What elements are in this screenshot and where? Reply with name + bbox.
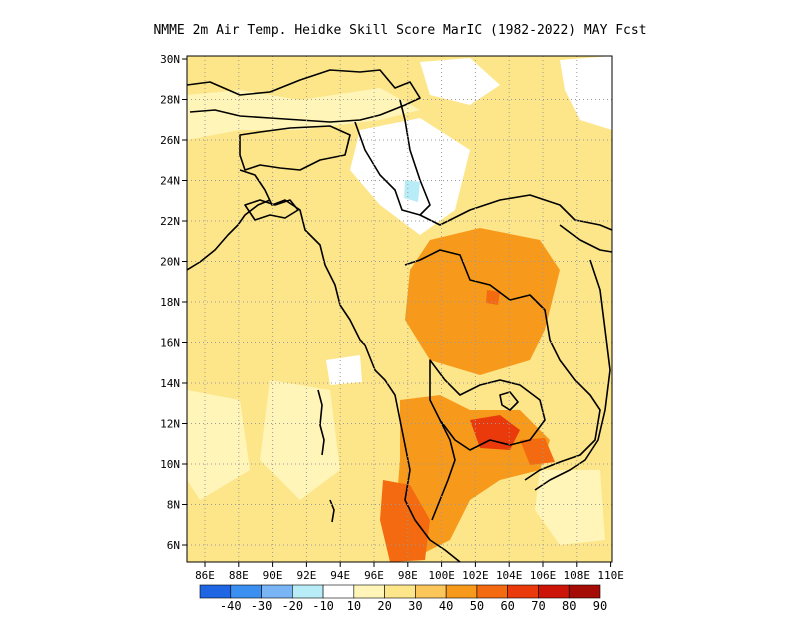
skill-patch-andaman-sea xyxy=(380,480,430,562)
lon-label: 92E xyxy=(296,569,316,582)
skill-patch-bay-south xyxy=(260,380,340,500)
vietnam-north-coast xyxy=(559,224,612,253)
skill-patch-south-china-sea xyxy=(535,470,605,545)
northeast-india-border xyxy=(239,125,351,171)
lat-label: 12N xyxy=(160,418,180,431)
colorbar-swatch xyxy=(384,584,416,599)
lat-label: 30N xyxy=(160,53,180,66)
skill-field xyxy=(187,56,612,562)
skill-patch-neutral-tibet xyxy=(420,58,500,105)
lon-label: 110E xyxy=(597,569,624,582)
lat-label: 22N xyxy=(160,215,180,228)
lon-label: 104E xyxy=(496,569,523,582)
lon-label: 88E xyxy=(229,569,249,582)
colorbar-swatch xyxy=(476,584,508,599)
colorbar-label: 30 xyxy=(408,599,422,613)
lat-label: 10N xyxy=(160,458,180,471)
colorbar-label: 50 xyxy=(470,599,484,613)
lon-label: 100E xyxy=(428,569,455,582)
myanmar-thai-west-coast xyxy=(364,344,461,562)
longitude-labels: 86E 88E 90E 92E 94E 96E 98E 100E 102E 104E 106E 108… xyxy=(195,569,624,582)
colorbar-swatch xyxy=(415,584,447,599)
lon-label: 94E xyxy=(330,569,350,582)
lon-label: 98E xyxy=(398,569,418,582)
colorbar-swatch xyxy=(322,584,355,599)
lat-label: 24N xyxy=(160,175,180,188)
colorbar-swatch xyxy=(261,584,293,599)
colorbar-label: -30 xyxy=(251,599,273,613)
skill-patch-neutral-east-himalaya xyxy=(350,118,470,235)
colorbar-swatch xyxy=(353,584,385,599)
skill-patch-neutral-northeast xyxy=(560,56,612,130)
himalaya-border xyxy=(187,69,421,123)
colorbar-label: 10 xyxy=(347,599,361,613)
colorbar-swatch xyxy=(292,584,324,599)
lon-label: 96E xyxy=(364,569,384,582)
skill-patch-mekong xyxy=(520,438,555,465)
skill-patch-bay-west xyxy=(187,200,250,330)
lon-label: 86E xyxy=(195,569,215,582)
bangladesh-myanmar-coast xyxy=(239,169,366,346)
lon-label: 90E xyxy=(263,569,283,582)
lon-label: 108E xyxy=(564,569,591,582)
map-frame xyxy=(186,55,613,563)
andaman-islands xyxy=(317,389,325,456)
lat-label: 6N xyxy=(167,539,180,552)
colorbar-label: -10 xyxy=(312,599,334,613)
colorbar-label: 80 xyxy=(562,599,576,613)
lat-label: 28N xyxy=(160,94,180,107)
skill-patch-neutral-andaman xyxy=(326,355,362,385)
colorbar-swatch xyxy=(568,584,601,599)
colorbar-label: 20 xyxy=(377,599,391,613)
china-south-border xyxy=(419,194,612,231)
tonle-sap xyxy=(499,391,519,411)
lon-label: 102E xyxy=(462,569,489,582)
lat-label: 20N xyxy=(160,256,180,269)
map-title: NMME 2m Air Temp. Heidke Skill Score Mar… xyxy=(153,23,646,38)
skill-patch-thailand-north xyxy=(486,290,500,305)
lon-label: 106E xyxy=(530,569,557,582)
skill-patch-north xyxy=(187,88,420,140)
colorbar: -40 -30 -20 -10 10 20 30 40 50 60 70 80 90 xyxy=(199,584,607,613)
lat-label: 18N xyxy=(160,296,180,309)
coastlines-borders xyxy=(187,69,612,562)
ganges-delta xyxy=(244,199,299,221)
india-east-coast xyxy=(187,199,271,271)
lat-lon-grid xyxy=(182,56,612,567)
colorbar-label: 40 xyxy=(439,599,453,613)
thailand-cambodia-border xyxy=(429,359,546,451)
lat-label: 26N xyxy=(160,134,180,147)
lat-label: 8N xyxy=(167,499,180,512)
lat-label: 16N xyxy=(160,337,180,350)
colorbar-swatch xyxy=(230,584,262,599)
nicobar-islands xyxy=(329,499,335,523)
colorbar-label: -40 xyxy=(220,599,242,613)
colorbar-swatch xyxy=(538,584,570,599)
lat-label: 14N xyxy=(160,377,180,390)
skill-patch-indochina xyxy=(405,228,560,375)
colorbar-swatch xyxy=(507,584,539,599)
colorbar-swatch xyxy=(199,584,232,599)
gulf-of-thailand-coast xyxy=(431,419,456,521)
vietnam-east-coast xyxy=(534,259,611,491)
colorbar-label: 60 xyxy=(500,599,514,613)
colorbar-label: -20 xyxy=(281,599,303,613)
laos-vietnam-border xyxy=(404,249,601,481)
colorbar-label: 70 xyxy=(531,599,545,613)
latitude-labels: 30N 28N 26N 24N 22N 20N 18N 16N 14N 12N 10N 8N 6N xyxy=(160,53,180,552)
colorbar-label: 90 xyxy=(593,599,607,613)
colorbar-swatch xyxy=(445,584,478,599)
skill-patch-southwest xyxy=(187,390,250,500)
